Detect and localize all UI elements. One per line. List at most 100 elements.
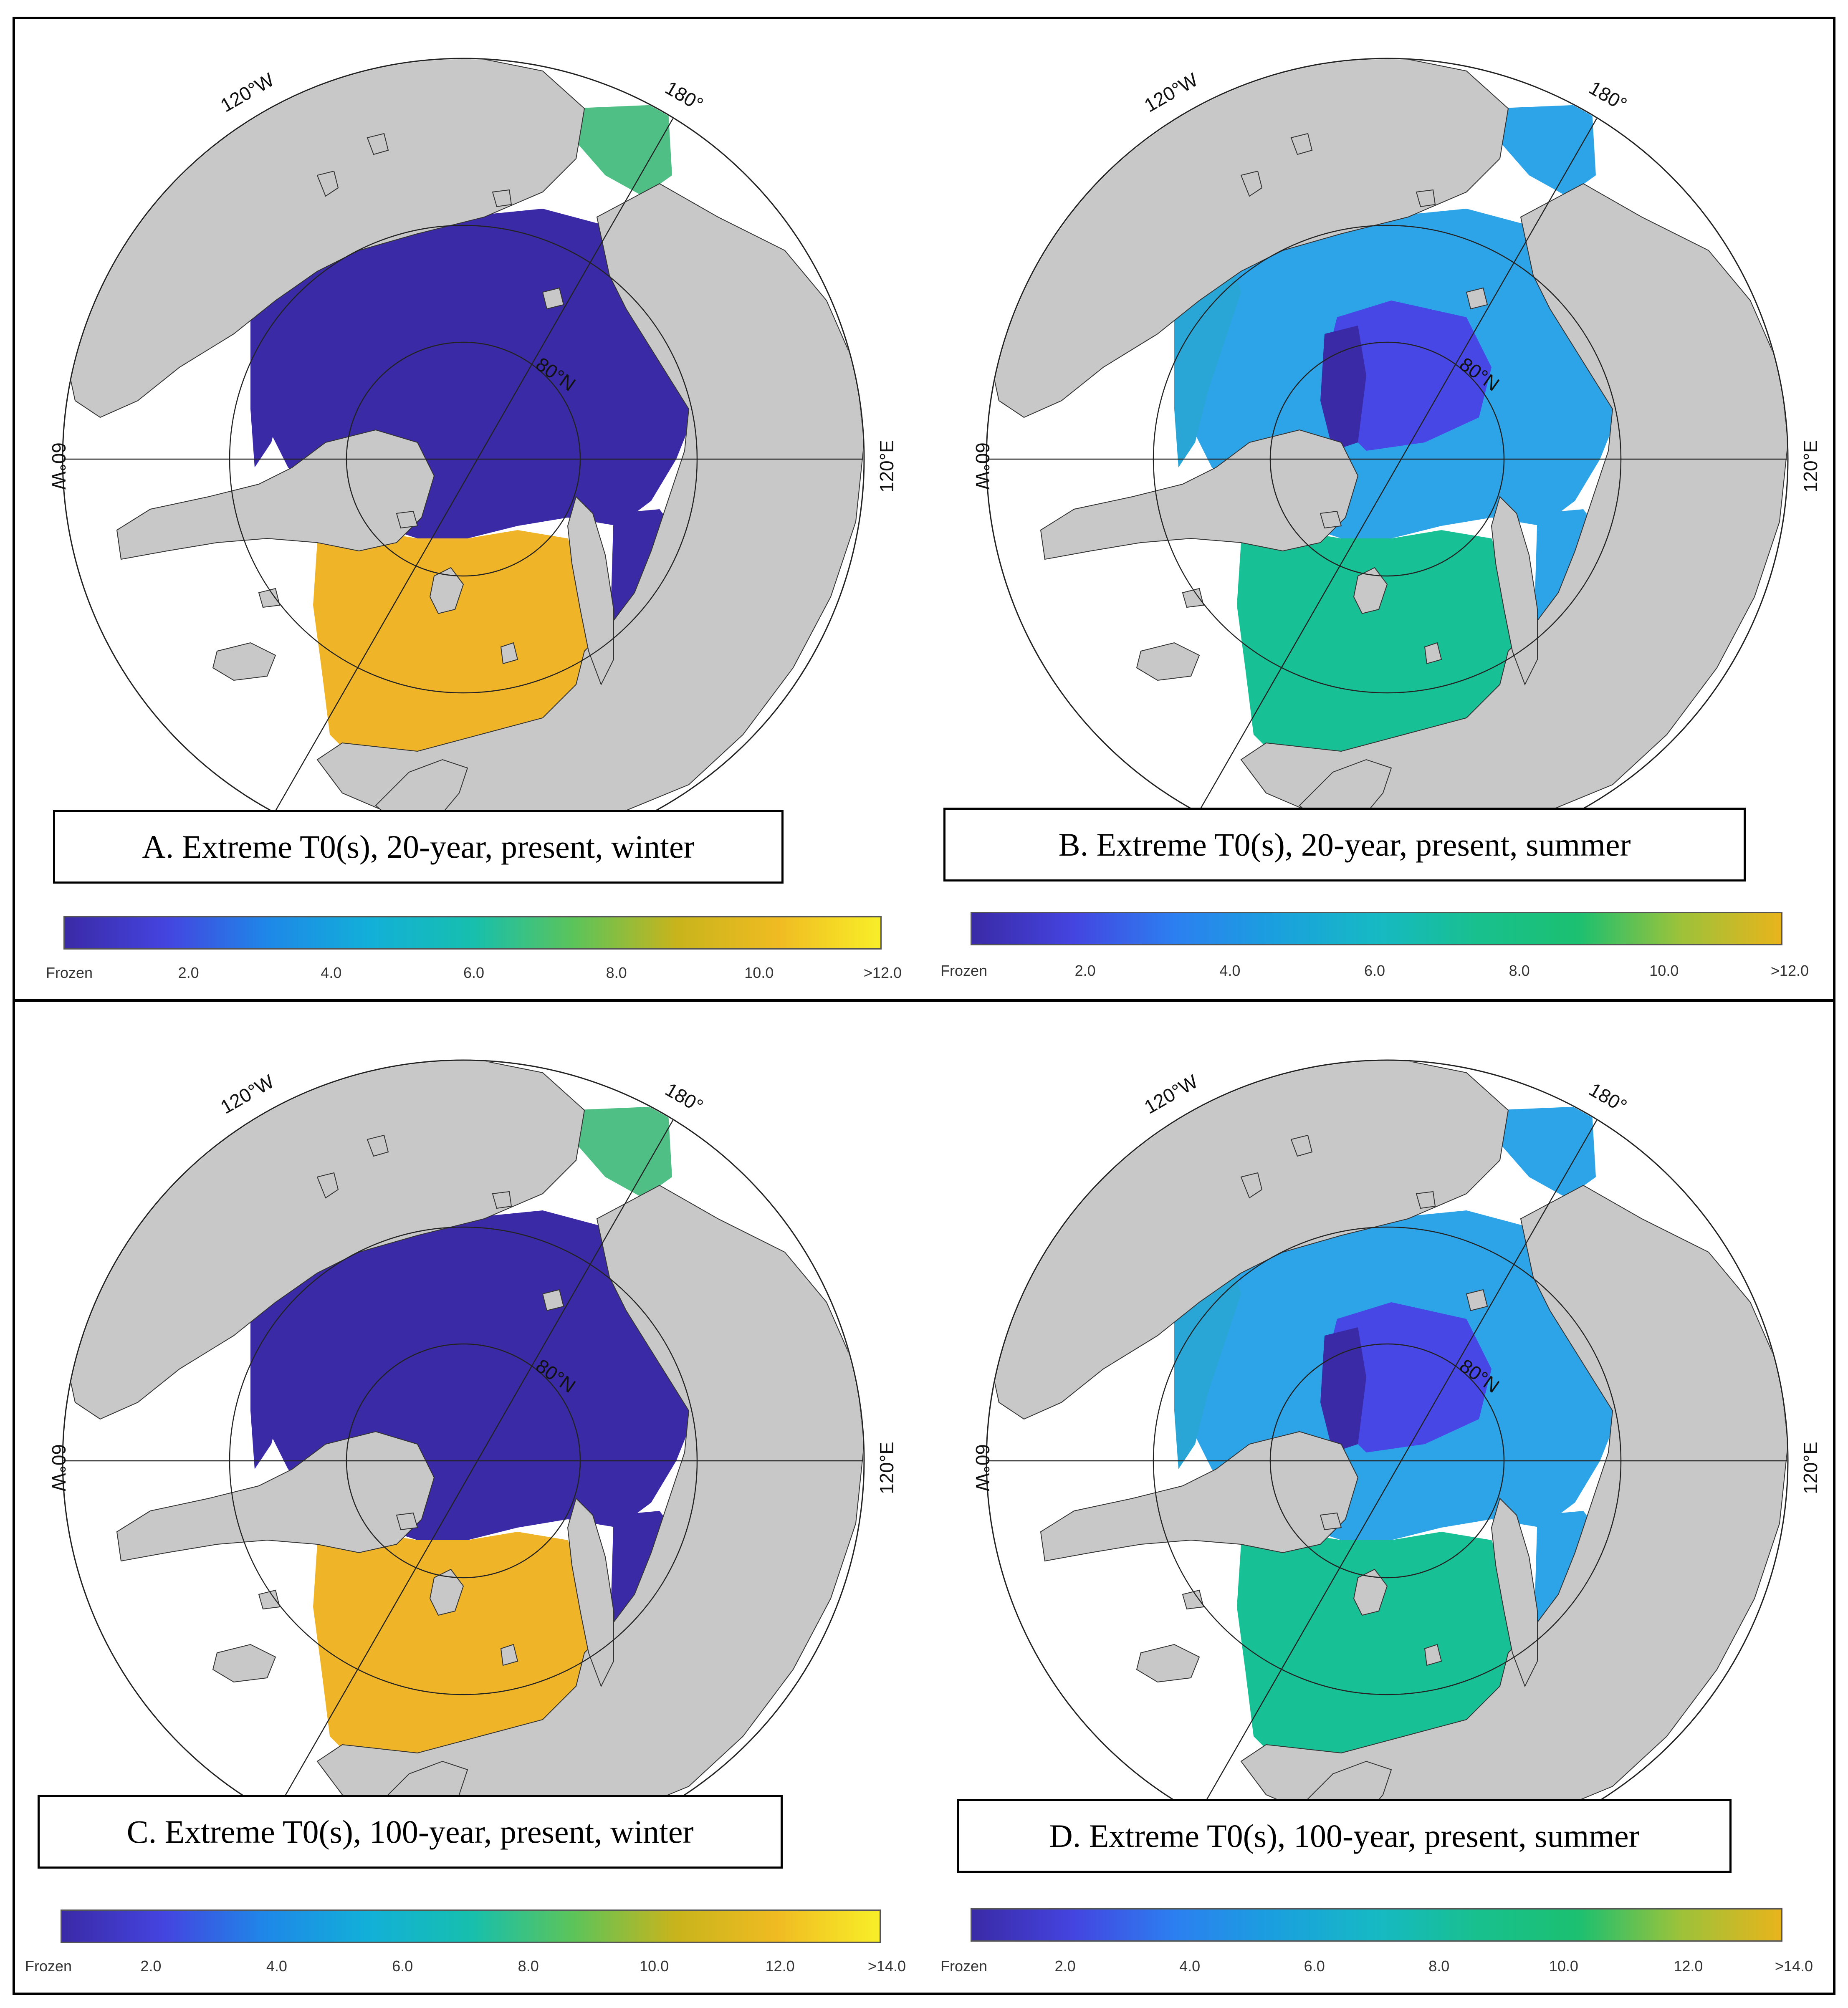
- meridian-180: [271, 1114, 677, 1820]
- label-120e: 120°E: [1800, 1442, 1821, 1494]
- land-island: [542, 287, 564, 310]
- land-island: [1424, 1644, 1442, 1666]
- label-180: 180°: [1585, 1079, 1631, 1117]
- label-180: 180°: [662, 77, 707, 116]
- map-group: [986, 58, 1789, 861]
- label-60w: 60°W: [972, 442, 994, 490]
- land-novaya: [1491, 1498, 1538, 1687]
- ocean-bering-region: [1492, 104, 1596, 196]
- polar-map: 120°W 180°80°N60°W 120°E: [48, 1059, 897, 1862]
- land-iceland: [1136, 1644, 1200, 1683]
- colorbar-tick-label: 4.0: [1179, 1957, 1201, 1975]
- colorbar-tick-label: 2.0: [140, 1957, 162, 1975]
- ocean-frozen-core: [1325, 1302, 1492, 1452]
- colorbar: [63, 916, 882, 950]
- polar-map: 120°W 180°80°N60°W 120°E: [972, 58, 1821, 861]
- land-iceland: [212, 642, 276, 681]
- land-novaya: [567, 496, 614, 686]
- land-novaya: [567, 1498, 614, 1687]
- land-island: [316, 170, 339, 197]
- label-60w: 60°W: [972, 1444, 994, 1492]
- colorbar-tick-label: 10.0: [1549, 1957, 1578, 1975]
- land-island: [1240, 1172, 1263, 1199]
- ocean-barents-sea: [313, 530, 601, 764]
- label-120e: 120°E: [1800, 440, 1821, 493]
- land-island: [492, 1191, 512, 1209]
- colorbar-tick-label: 8.0: [518, 1957, 539, 1975]
- colorbar-tick-label: Frozen: [25, 1957, 72, 1975]
- land-iceland: [212, 1644, 276, 1683]
- ocean-bering-region: [1492, 1106, 1596, 1198]
- ocean-barents-sea: [313, 1532, 601, 1766]
- land-island: [1466, 287, 1488, 310]
- colorbar-tick-label: 6.0: [1364, 962, 1385, 979]
- map-content: [63, 59, 863, 827]
- ocean-bering-region: [568, 104, 672, 196]
- colorbar-tick-label: Frozen: [46, 964, 93, 981]
- land-island: [500, 1644, 518, 1666]
- label-120e: 120°E: [876, 1442, 897, 1494]
- colorbar-tick-label: 8.0: [1509, 962, 1530, 979]
- ocean-bering-region: [568, 1106, 672, 1198]
- colorbar-tick-label: 8.0: [606, 964, 627, 981]
- map-group: [62, 1059, 865, 1862]
- colorbar-tick-label: 4.0: [1219, 962, 1241, 979]
- land-island: [316, 1172, 339, 1199]
- colorbar-tick-label: 2.0: [1054, 1957, 1076, 1975]
- land-island: [1290, 1134, 1313, 1157]
- label-180: 180°: [662, 1079, 707, 1117]
- map-content: [987, 1061, 1787, 1829]
- colorbar-ticks: Frozen 2.0 4.0 6.0 8.0 10.0 >12.0: [46, 964, 902, 985]
- colorbar: [971, 1908, 1782, 1942]
- label-60w: 60°W: [48, 442, 70, 490]
- land-island: [1416, 1191, 1436, 1209]
- land-novaya: [1491, 496, 1538, 686]
- panel-a: 120°W 180° 80°N 60°W 120°E A. Extreme T0(s),…: [0, 0, 924, 998]
- land-island: [1416, 189, 1436, 207]
- colorbar-tick-label: 2.0: [1074, 962, 1096, 979]
- row-divider: [13, 999, 1835, 1002]
- land-island: [500, 642, 518, 664]
- land-iceland: [1136, 642, 1200, 681]
- label-60w: 60°W: [48, 1444, 70, 1492]
- land-svalbard: [429, 1569, 464, 1616]
- colorbar-tick-label: >14.0: [1775, 1957, 1813, 1975]
- panel-caption: C. Extreme T0(s), 100-year, present, win…: [38, 1795, 783, 1869]
- ocean-barents-sea: [1237, 1532, 1525, 1766]
- panel-c: 120°W 180° 80°N 60°W 120°E C. Extreme T0(s),…: [0, 1002, 924, 1999]
- meridian-180: [1194, 112, 1601, 818]
- colorbar-tick-label: 6.0: [392, 1957, 413, 1975]
- colorbar-tick-label: >14.0: [867, 1957, 906, 1975]
- colorbar-tick-label: 6.0: [463, 964, 485, 981]
- land-island: [1290, 133, 1313, 155]
- colorbar-tick-label: 6.0: [1304, 1957, 1325, 1975]
- colorbar-tick-label: 4.0: [266, 1957, 287, 1975]
- land-svalbard: [429, 567, 464, 614]
- label-180: 180°: [1585, 77, 1631, 116]
- colorbar-tick-label: 8.0: [1428, 1957, 1450, 1975]
- land-svalbard: [1353, 1569, 1388, 1616]
- colorbar: [61, 1909, 881, 1943]
- panel-b: 120°W 180° 80°N 60°W 120°E B. Extreme T0(s),…: [924, 0, 1848, 998]
- ocean-barents-sea: [1237, 530, 1525, 764]
- land-island: [1320, 1512, 1342, 1531]
- colorbar-tick-label: Frozen: [940, 962, 988, 979]
- colorbar-ticks: Frozen 2.0 4.0 6.0 8.0 10.0 12.0 >14.0: [940, 1957, 1813, 1978]
- colorbar-tick-label: 12.0: [1674, 1957, 1703, 1975]
- outer-frame: [13, 17, 1835, 1995]
- colorbar-tick-label: Frozen: [940, 1957, 988, 1975]
- land-svalbard: [1353, 567, 1388, 614]
- polar-map: 120°W 180°80°N60°W 120°E: [48, 58, 897, 861]
- colorbar-tick-label: 10.0: [1649, 962, 1679, 979]
- panel-d: 120°W 180° 80°N 60°W 120°E D. Extreme T0(s),…: [924, 1002, 1848, 1999]
- land-greenland: [116, 429, 435, 560]
- land-island: [367, 133, 389, 155]
- colorbar-tick-label: >12.0: [1770, 962, 1809, 979]
- ocean-frozen-core-dark: [1320, 326, 1366, 451]
- map-content: [987, 59, 1787, 827]
- land-island: [396, 510, 418, 529]
- colorbar-tick-label: 2.0: [178, 964, 199, 981]
- land-island: [367, 1134, 389, 1157]
- map-group: [986, 1059, 1789, 1862]
